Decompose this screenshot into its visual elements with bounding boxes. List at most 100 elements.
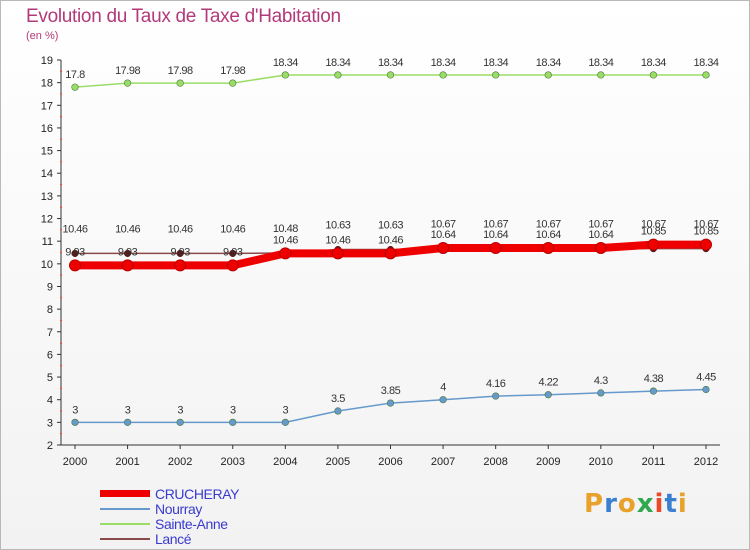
data-label: 10.64 xyxy=(588,229,613,241)
y-tick-label: 15 xyxy=(41,146,53,158)
x-tick-label: 2009 xyxy=(536,456,560,468)
data-label: 4.3 xyxy=(594,375,608,387)
legend-item: Sainte-Anne xyxy=(100,516,300,532)
legend-swatch xyxy=(100,490,150,497)
data-label: 18.34 xyxy=(641,57,666,69)
y-tick-label: 9 xyxy=(47,281,53,293)
legend-swatch xyxy=(100,508,150,510)
data-point xyxy=(176,418,184,426)
data-label: 17.98 xyxy=(168,65,193,77)
y-tick-label: 7 xyxy=(47,327,53,339)
data-label: 3 xyxy=(230,404,236,416)
data-label: 4 xyxy=(440,382,446,394)
data-label: 10.46 xyxy=(62,223,87,235)
logo-letter: o xyxy=(617,489,637,519)
data-label: 10.46 xyxy=(273,234,298,246)
y-minor-dot xyxy=(60,115,62,118)
data-point xyxy=(229,79,237,87)
data-point xyxy=(174,259,187,272)
y-minor-dot xyxy=(60,161,62,163)
chart-title: Evolution du Taux de Taxe d'Habitation xyxy=(26,6,341,27)
data-point xyxy=(544,71,552,79)
y-tick-label: 14 xyxy=(41,168,53,180)
data-label: 10.67 xyxy=(693,219,718,231)
data-label: 10.85 xyxy=(693,226,718,238)
logo-letter: P xyxy=(584,489,605,519)
data-point xyxy=(69,259,81,272)
data-label: 10.46 xyxy=(115,223,140,235)
x-tick-label: 2010 xyxy=(589,456,613,468)
logo-letter: i xyxy=(677,489,688,519)
legend-label: Sainte-Anne xyxy=(155,516,228,532)
data-label: 10.63 xyxy=(378,220,403,232)
x-tick-label: 2012 xyxy=(694,456,718,468)
legend-swatch xyxy=(100,538,150,540)
y-minor-dot xyxy=(60,274,62,277)
data-label: 18.34 xyxy=(693,57,718,69)
data-point xyxy=(281,418,289,426)
data-point xyxy=(492,71,500,79)
data-point xyxy=(384,247,397,260)
data-label: 10.46 xyxy=(325,234,350,246)
data-label: 10.67 xyxy=(431,219,456,231)
logo-letter: r xyxy=(604,489,618,519)
data-point xyxy=(279,247,292,260)
data-point xyxy=(649,71,658,79)
y-tick-label: 6 xyxy=(47,349,53,361)
data-point xyxy=(702,385,710,394)
data-point xyxy=(439,71,447,79)
data-label: 9.93 xyxy=(170,246,190,258)
y-minor-dot xyxy=(60,251,62,254)
x-tick-label: 2004 xyxy=(273,456,297,468)
y-minor-dot xyxy=(60,228,62,231)
data-label: 10.64 xyxy=(536,229,561,241)
y-tick-label: 3 xyxy=(47,417,53,429)
data-point xyxy=(700,238,712,251)
data-point xyxy=(702,71,710,79)
y-minor-dot xyxy=(60,138,62,141)
legend-item: Nourray xyxy=(100,501,300,517)
data-point xyxy=(123,418,132,426)
y-tick-label: 17 xyxy=(41,100,53,112)
data-point xyxy=(489,241,502,254)
data-label: 18.34 xyxy=(325,57,350,69)
data-point xyxy=(386,71,395,79)
legend-label: CRUCHERAY xyxy=(155,486,240,502)
data-point xyxy=(437,241,450,254)
y-minor-dot xyxy=(60,70,62,73)
y-minor-dot xyxy=(60,183,62,186)
y-tick-label: 18 xyxy=(41,78,53,90)
data-point xyxy=(229,418,237,426)
data-label: 3 xyxy=(125,404,131,416)
data-label: 4.22 xyxy=(539,377,559,389)
proxiti-logo: Proxiti xyxy=(584,489,688,519)
data-point xyxy=(597,71,605,79)
y-tick-label: 10 xyxy=(41,259,53,271)
data-label: 17.98 xyxy=(220,65,245,77)
x-tick-label: 2001 xyxy=(115,456,139,468)
x-tick-label: 2006 xyxy=(378,456,402,468)
data-label: 17.98 xyxy=(115,65,140,77)
data-label: 10.67 xyxy=(641,219,666,231)
x-tick-label: 2011 xyxy=(642,456,666,468)
data-label: 10.46 xyxy=(220,223,245,235)
data-label: 10.64 xyxy=(431,229,456,241)
y-minor-dot xyxy=(60,410,62,412)
x-tick-label: 2008 xyxy=(483,456,507,468)
data-label: 3.5 xyxy=(331,393,345,405)
legend-label: Lancé xyxy=(155,531,192,547)
data-label: 9.93 xyxy=(223,246,243,258)
data-label: 18.34 xyxy=(588,57,613,69)
y-tick-label: 8 xyxy=(47,304,53,316)
data-point xyxy=(542,241,555,254)
data-point xyxy=(176,249,184,257)
data-point xyxy=(334,407,342,415)
data-point xyxy=(229,249,237,257)
data-label: 10.46 xyxy=(168,223,193,235)
data-point xyxy=(386,399,395,407)
x-tick-label: 2007 xyxy=(431,456,455,468)
data-label: 10.64 xyxy=(483,229,508,241)
legend-item: CRUCHERAY xyxy=(100,486,300,502)
y-tick-label: 19 xyxy=(41,55,53,67)
